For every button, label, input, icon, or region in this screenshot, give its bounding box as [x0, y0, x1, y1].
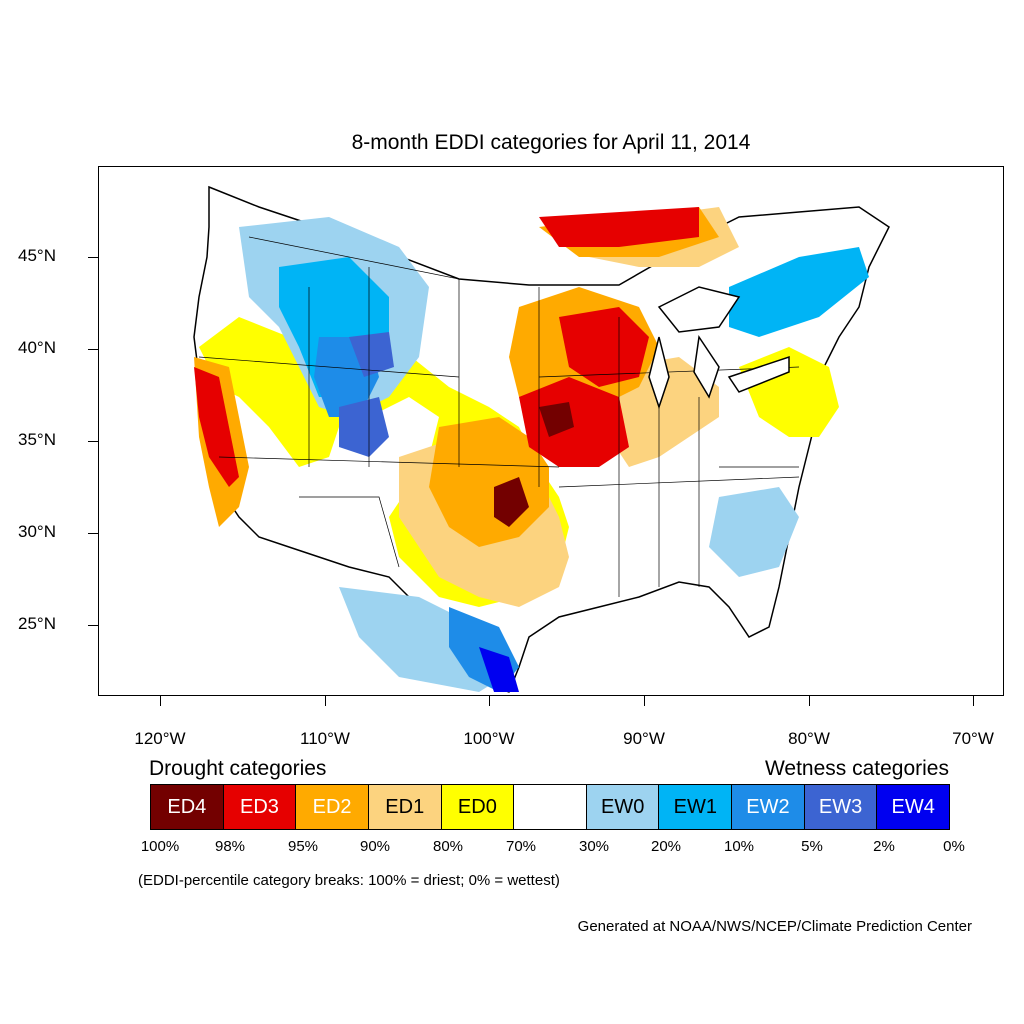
ed4-region-oklahoma	[494, 477, 529, 527]
break-label-90: 90%	[359, 838, 391, 855]
ew4-region-texas-coast	[479, 647, 519, 692]
ew3-region-colorado	[339, 397, 389, 457]
legend-label-ed0: ED0	[457, 795, 497, 818]
legend-label-ed1: ED1	[385, 795, 425, 818]
lat-tick-35	[88, 441, 98, 442]
map-area	[98, 166, 1004, 696]
legend-box-ew2: EW2	[732, 785, 805, 829]
lon-label-100: 100°W	[463, 729, 515, 748]
lon-label-90: 90°W	[623, 729, 665, 748]
credit-line: Generated at NOAA/NWS/NCEP/Climate Predi…	[577, 918, 972, 935]
ed3-region-midwest	[559, 307, 649, 387]
legend-label-ew2: EW2	[746, 795, 790, 818]
lon-label-80: 80°W	[788, 729, 830, 748]
ed3-region-plains	[519, 377, 629, 467]
lat-tick-30	[88, 533, 98, 534]
lon-label-110: 110°W	[300, 729, 350, 748]
break-label-80: 80%	[432, 838, 464, 855]
lat-label-25: 25°N	[18, 614, 56, 633]
break-label-30: 30%	[578, 838, 610, 855]
ew1-region-northeast	[729, 247, 869, 337]
break-label-95: 95%	[287, 838, 319, 855]
legend-box-ed2: ED2	[296, 785, 369, 829]
legend-box-ew4: EW4	[877, 785, 950, 829]
lat-label-35: 35°N	[18, 430, 56, 449]
drought-categories-title: Drought categories	[149, 757, 327, 780]
wetness-categories-title: Wetness categories	[764, 757, 949, 780]
break-label-10: 10%	[723, 838, 755, 855]
ed3-region-canada	[539, 207, 699, 247]
legend-label-ew1: EW1	[673, 795, 717, 818]
lat-tick-25	[88, 625, 98, 626]
legend-label-ed4: ED4	[167, 795, 207, 818]
legend-box-ed0: ED0	[441, 785, 515, 829]
legend-label-ed3: ED3	[240, 795, 279, 818]
break-label-20: 20%	[650, 838, 682, 855]
lon-tick-120	[160, 696, 161, 706]
legend-colorbar: ED4 ED3 ED2 ED1 ED0 EW0 EW1 EW2 EW3 EW4	[150, 784, 950, 830]
break-label-100: 100%	[140, 838, 180, 855]
lat-tick-45	[88, 257, 98, 258]
break-label-70: 70%	[505, 838, 537, 855]
lat-label-30: 30°N	[18, 522, 56, 541]
lon-tick-110	[325, 696, 326, 706]
lon-tick-70	[973, 696, 974, 706]
break-label-5: 5%	[801, 838, 823, 855]
legend-box-neutral	[514, 785, 587, 829]
ew3-region-wyoming	[349, 332, 394, 377]
lon-label-120: 120°W	[134, 729, 186, 748]
legend-box-ed4: ED4	[151, 785, 224, 829]
lon-tick-100	[489, 696, 490, 706]
legend-label-ed2: ED2	[312, 795, 352, 818]
lon-label-70: 70°W	[952, 729, 994, 748]
category-breaks-note: (EDDI-percentile category breaks: 100% =…	[138, 872, 560, 889]
legend-label-ew4: EW4	[891, 795, 935, 818]
legend-box-ed3: ED3	[223, 785, 297, 829]
break-label-98: 98%	[214, 838, 246, 855]
great-lakes	[648, 286, 790, 410]
break-label-2: 2%	[873, 838, 895, 855]
state-boundaries	[198, 236, 800, 597]
eddi-map	[193, 185, 890, 693]
lat-tick-40	[88, 349, 98, 350]
lon-tick-90	[644, 696, 645, 706]
lat-label-45: 45°N	[18, 246, 56, 265]
map-title: 8-month EDDI categories for April 11, 20…	[351, 131, 751, 154]
legend-label-ew3: EW3	[818, 795, 863, 818]
legend-label-ew0: EW0	[600, 795, 645, 818]
legend-box-ew3: EW3	[804, 785, 878, 829]
legend-box-ed1: ED1	[368, 785, 442, 829]
lon-tick-80	[809, 696, 810, 706]
ed4-region-kansas	[539, 402, 574, 437]
legend-box-ew0: EW0	[586, 785, 660, 829]
break-label-0: 0%	[943, 838, 965, 855]
legend-box-ew1: EW1	[659, 785, 733, 829]
lat-label-40: 40°N	[18, 338, 56, 357]
ew0-region-southeast	[709, 487, 799, 577]
